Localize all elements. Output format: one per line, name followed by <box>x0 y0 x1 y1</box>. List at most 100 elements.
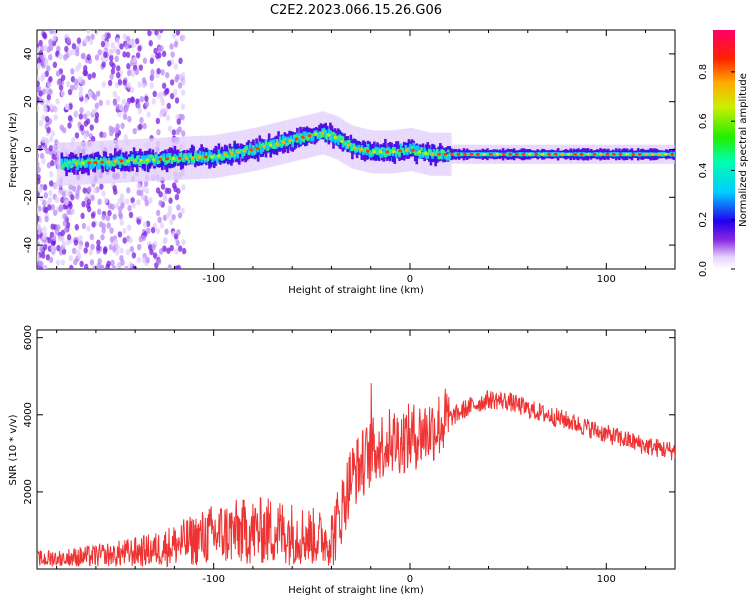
heat-band <box>252 147 255 156</box>
heat-noise <box>160 100 165 107</box>
heat-noise <box>98 221 104 228</box>
heat-peak <box>119 159 124 163</box>
heat-band <box>660 153 664 156</box>
heat-band <box>69 165 73 169</box>
heat-peak <box>398 149 402 153</box>
heat-band <box>357 144 360 150</box>
heat-noise <box>142 57 148 64</box>
heat-noise <box>48 54 53 61</box>
heat-noise <box>167 60 172 67</box>
heat-band <box>143 159 147 164</box>
heat-noise <box>52 35 57 42</box>
heat-band <box>77 161 81 165</box>
heat-band <box>266 147 269 151</box>
heat-noise <box>86 54 91 61</box>
heat-band <box>234 149 238 157</box>
heat-noise <box>169 218 174 226</box>
heat-noise <box>113 238 119 246</box>
heat-band <box>498 153 502 156</box>
heat-noise <box>103 197 109 204</box>
heat-noise <box>162 245 167 252</box>
heat-noise <box>103 51 108 58</box>
heat-band <box>402 151 406 154</box>
heat-noise <box>130 96 135 103</box>
heat-noise <box>107 202 113 210</box>
heat-band <box>341 142 345 148</box>
heat-noise <box>99 183 104 190</box>
heat-noise <box>100 55 105 63</box>
heat-noise <box>47 204 52 211</box>
heat-noise <box>101 214 106 221</box>
heat-noise <box>86 198 92 206</box>
spectrogram-panel: -100 0 100 -40 -20 0 20 40 Height of straight l… <box>8 29 676 296</box>
heat-band <box>344 143 348 150</box>
heat-noise <box>107 79 113 87</box>
heat-noise <box>112 99 118 107</box>
heat-band <box>417 152 420 156</box>
heat-peak <box>560 152 564 156</box>
heat-noise <box>134 38 140 45</box>
heat-noise <box>171 129 177 136</box>
heat-band <box>233 143 236 157</box>
heat-noise <box>38 39 43 47</box>
heat-band <box>318 131 321 134</box>
heat-band <box>253 144 257 153</box>
heat-peak <box>502 152 506 156</box>
heat-noise <box>174 97 180 104</box>
heat-peak <box>663 152 668 156</box>
heat-peak <box>132 159 137 163</box>
heat-band <box>379 149 382 158</box>
heat-noise <box>101 190 106 197</box>
heat-noise <box>155 187 161 194</box>
heat-band <box>241 151 244 159</box>
heat-noise <box>126 187 131 194</box>
heat-noise <box>176 204 181 211</box>
heat-noise <box>132 56 137 63</box>
heat-noise <box>60 90 65 97</box>
heat-band <box>96 162 100 170</box>
heat-noise <box>49 170 54 178</box>
heat-noise <box>87 91 93 98</box>
y-tick-label: 2000 <box>23 479 34 504</box>
heat-band <box>415 145 419 151</box>
heat-noise <box>87 73 92 80</box>
heat-band <box>255 145 258 158</box>
heat-band <box>563 153 566 156</box>
heat-noise <box>106 260 111 267</box>
heat-noise <box>114 249 120 256</box>
heat-noise <box>42 226 47 233</box>
heat-peak <box>385 150 390 154</box>
heat-peak <box>80 161 85 165</box>
heat-noise <box>40 252 46 259</box>
heat-noise <box>173 41 179 48</box>
heat-band <box>327 132 331 143</box>
heat-band <box>398 152 401 156</box>
heat-band <box>102 163 106 167</box>
heat-peak <box>204 155 208 159</box>
heat-noise <box>146 111 151 118</box>
heat-band <box>175 156 178 162</box>
heat-band <box>225 154 229 159</box>
x-tick-label: -100 <box>202 574 225 585</box>
heat-band <box>299 136 302 145</box>
heat-noise <box>37 224 42 231</box>
heat-noise <box>46 65 51 72</box>
heat-band <box>674 152 675 156</box>
heat-band <box>492 153 496 156</box>
heat-peak <box>255 146 260 150</box>
heat-band <box>299 133 302 137</box>
heat-band <box>201 157 205 160</box>
heat-noise <box>122 227 127 235</box>
heat-band <box>465 153 469 156</box>
heat-noise <box>43 44 48 52</box>
heat-noise <box>166 102 171 110</box>
heat-band <box>139 148 142 166</box>
heat-band <box>385 147 389 151</box>
heat-noise <box>37 174 41 181</box>
heat-noise <box>102 131 107 139</box>
heat-band <box>487 153 491 156</box>
heat-noise <box>150 69 155 76</box>
heat-noise <box>88 38 94 46</box>
heat-band <box>129 158 133 161</box>
heat-peak <box>333 136 338 140</box>
